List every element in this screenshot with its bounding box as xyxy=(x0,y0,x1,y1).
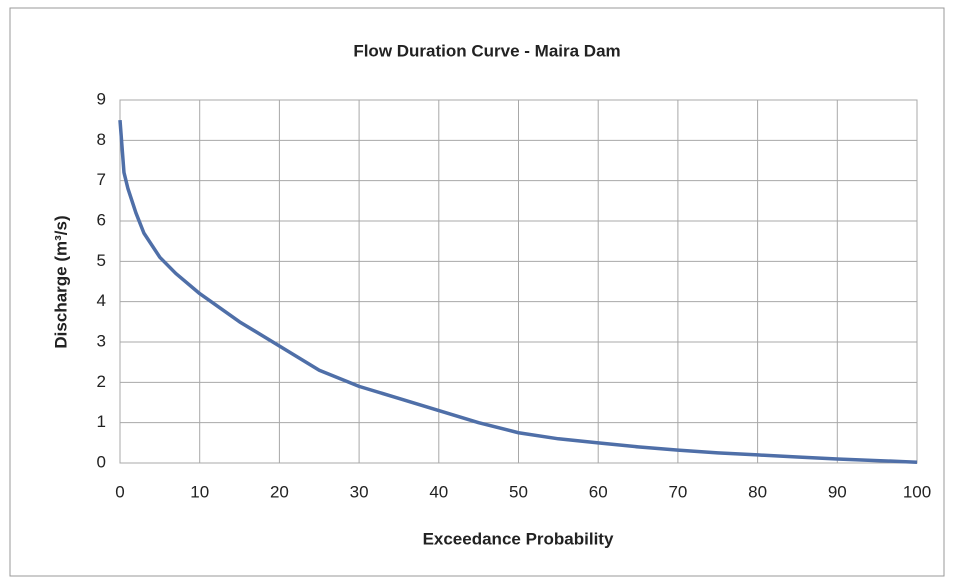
x-tick-label: 100 xyxy=(903,482,931,501)
y-tick-label: 0 xyxy=(97,452,106,471)
y-tick-label: 3 xyxy=(97,331,106,350)
y-tick-label: 4 xyxy=(97,291,106,310)
chart-title: Flow Duration Curve - Maira Dam xyxy=(353,41,620,60)
y-tick-label: 9 xyxy=(97,89,106,108)
x-tick-label: 60 xyxy=(589,482,608,501)
y-tick-label: 2 xyxy=(97,372,106,391)
x-tick-label: 10 xyxy=(190,482,209,501)
x-tick-label: 20 xyxy=(270,482,289,501)
x-tick-label: 80 xyxy=(748,482,767,501)
plot-border xyxy=(119,99,918,464)
chart-frame xyxy=(9,7,945,577)
y-tick-label: 8 xyxy=(97,130,106,149)
x-tick-label: 30 xyxy=(350,482,369,501)
y-tick-label: 5 xyxy=(97,251,106,270)
y-axis-label: Discharge (m³/s) xyxy=(51,215,70,348)
x-tick-label: 70 xyxy=(668,482,687,501)
x-tick-label: 50 xyxy=(509,482,528,501)
y-tick-label: 6 xyxy=(97,210,106,229)
data-line xyxy=(118,120,918,464)
y-tick-label: 7 xyxy=(97,170,106,189)
y-tick-label: 1 xyxy=(97,412,106,431)
x-tick-label: 40 xyxy=(429,482,448,501)
x-tick-label: 90 xyxy=(828,482,847,501)
x-tick-label: 0 xyxy=(115,482,124,501)
x-axis-label: Exceedance Probability xyxy=(423,529,614,548)
